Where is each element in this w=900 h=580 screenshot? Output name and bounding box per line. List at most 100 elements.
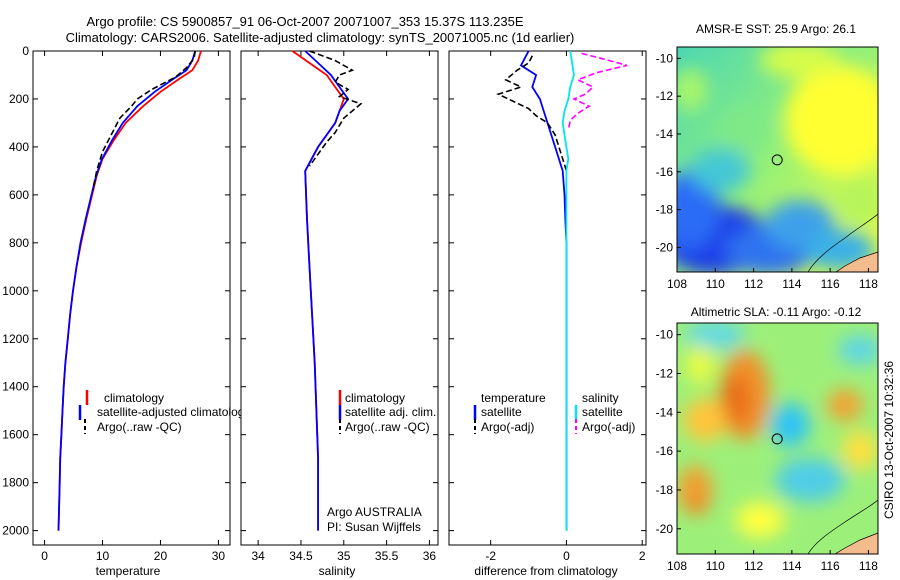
y-tick-label: 1600: [2, 428, 29, 442]
temperature-xlabel: temperature: [96, 564, 161, 578]
legend-label-climatology: climatology: [104, 391, 164, 405]
temperature-legend: climatology satellite-adjusted climatolo…: [78, 390, 250, 434]
y-tick-label: 200: [9, 92, 29, 106]
y-tick-label: 600: [9, 188, 29, 202]
figure-title-line2: Climatology: CARS2006. Satellite-adjuste…: [66, 30, 575, 45]
y-tick-label: -12: [656, 89, 674, 103]
side-timestamp-label: CSIRO 13-Oct-2007 10:32:36: [882, 361, 896, 519]
sst-axes-box: [676, 46, 879, 273]
y-tick-label: 400: [9, 140, 29, 154]
x-tick-label: 108: [667, 559, 687, 573]
x-tick-label: 36: [423, 549, 437, 563]
series-line-salinity-argo-adj-: [567, 52, 628, 131]
x-tick-label: 112: [744, 277, 763, 291]
x-tick-label: 34: [251, 549, 265, 563]
sst-argo-location-marker: [771, 154, 783, 166]
x-tick-label: 35: [337, 549, 351, 563]
x-tick-label: 0: [563, 549, 570, 563]
sst-land: [835, 251, 878, 272]
y-tick-label: -20: [656, 522, 674, 536]
sla-ticks: 108 110 112 114 116 118 -10 -12 -14 -16 -18 -20: [656, 328, 879, 573]
difference-lines: [496, 50, 628, 531]
difference-ticks: -2 0 2: [449, 50, 646, 563]
sst-ticks: 108 110 112 114 116 118 -10 -12 -14 -16 -18 -20: [656, 51, 879, 291]
y-tick-label: 800: [9, 236, 29, 250]
legend-label-salt-argo: Argo(-adj): [582, 420, 635, 434]
sst-map-title: AMSR-E SST: 25.9 Argo: 26.1: [696, 22, 856, 36]
argo-info-line2: PI: Susan Wijffels: [327, 520, 421, 534]
sla-map-title: Altimetric SLA: -0.11 Argo: -0.12: [691, 305, 862, 319]
legend-label-temp-argo: Argo(-adj): [481, 420, 534, 434]
x-tick-label: 0: [41, 549, 48, 563]
sla-map-panel: Altimetric SLA: -0.11 Argo: -0.12: [656, 305, 879, 573]
y-tick-label: 0: [22, 44, 29, 58]
legend-label-satellite: satellite adj. clim.: [345, 405, 436, 419]
series-line-satellite-adjusted-climatology: [57, 50, 197, 531]
x-tick-label: 20: [154, 549, 168, 563]
sla-argo-location-marker: [771, 433, 783, 445]
difference-panel: -2 0 2 difference from climatology tempera…: [448, 50, 647, 578]
y-tick-label: 1800: [2, 476, 29, 490]
x-tick-label: 112: [744, 559, 763, 573]
x-tick-label: 116: [821, 277, 840, 291]
sst-map-panel: AMSR-E SST: 25.9 Argo: 26.1 108 110 112 114…: [656, 22, 879, 291]
x-tick-label: 10: [96, 549, 110, 563]
legend-label-argo: Argo(..raw -QC): [345, 420, 430, 434]
sst-coastline: [807, 213, 878, 272]
y-tick-label: -16: [656, 165, 674, 179]
x-tick-label: 114: [782, 277, 801, 291]
series-line-salinity-satellite: [561, 50, 575, 531]
x-tick-label: 118: [859, 277, 878, 291]
legend-label-climatology: climatology: [345, 391, 405, 405]
legend-label-satellite: satellite-adjusted climatology: [97, 405, 250, 419]
salinity-lines: [291, 50, 363, 531]
salinity-panel: 34 34.5 35 35.5 36 salinity climatology sate…: [240, 50, 439, 578]
difference-axes-box: [448, 50, 647, 546]
y-tick-label: -10: [656, 51, 674, 65]
y-tick-label: 1400: [2, 380, 29, 394]
figure-title-line1: Argo profile: CS 5900857_91 06-Oct-2007 …: [86, 14, 523, 29]
series-line-argo-raw-qc-: [91, 50, 196, 191]
sla-coastline: [807, 499, 878, 554]
difference-legend: temperature salinity satellite Argo(-adj…: [473, 391, 635, 434]
difference-xlabel: difference from climatology: [474, 564, 617, 578]
salinity-axes-box: [240, 50, 439, 546]
sst-heatmap: [677, 47, 878, 272]
temperature-lines: [57, 50, 202, 531]
y-tick-label: -20: [656, 240, 674, 254]
salinity-ticks: 34 34.5 35 35.5 36: [241, 50, 438, 563]
sla-heatmap: [677, 323, 878, 554]
y-tick-label: -14: [656, 405, 674, 419]
salinity-xlabel: salinity: [319, 564, 356, 578]
y-tick-label: 1200: [2, 332, 29, 346]
y-tick-label: 1000: [2, 284, 29, 298]
series-line-temperature-argo-adj-: [496, 55, 568, 172]
legend-label-argo: Argo(..raw -QC): [97, 420, 182, 434]
x-tick-label: 34.5: [289, 549, 313, 563]
series-line-argo-raw-qc-: [308, 50, 363, 167]
y-tick-label: 2000: [2, 524, 29, 538]
x-tick-label: 116: [821, 559, 840, 573]
x-tick-label: 110: [706, 559, 725, 573]
x-tick-label: 114: [782, 559, 801, 573]
x-tick-label: 35.5: [375, 549, 399, 563]
sla-land: [834, 532, 878, 554]
temperature-ticks: 0 10 20 30 0 200 400 600 800 1000 1200 1400 1600 1800…: [2, 44, 230, 563]
x-tick-label: 118: [859, 559, 878, 573]
salinity-legend: climatology satellite adj. clim. Argo(..…: [338, 390, 436, 434]
sla-axes-box: [676, 322, 879, 555]
temperature-panel: 0 10 20 30 0 200 400 600 800 1000 1200 1400 1600 1800…: [2, 44, 250, 578]
y-tick-label: -12: [656, 366, 674, 380]
legend-header-salinity: salinity: [582, 391, 619, 405]
x-tick-label: 110: [706, 277, 725, 291]
x-tick-label: 2: [639, 549, 646, 563]
x-tick-label: 108: [667, 277, 687, 291]
temperature-axes-box: [32, 50, 231, 546]
series-line-satellite-adj-clim-: [304, 50, 350, 531]
y-tick-label: -18: [656, 483, 674, 497]
argo-info-line1: Argo AUSTRALIA: [327, 505, 422, 519]
x-tick-label: -2: [485, 549, 496, 563]
legend-label-salt-satellite: satellite: [582, 405, 623, 419]
legend-label-temp-satellite: satellite: [481, 405, 522, 419]
